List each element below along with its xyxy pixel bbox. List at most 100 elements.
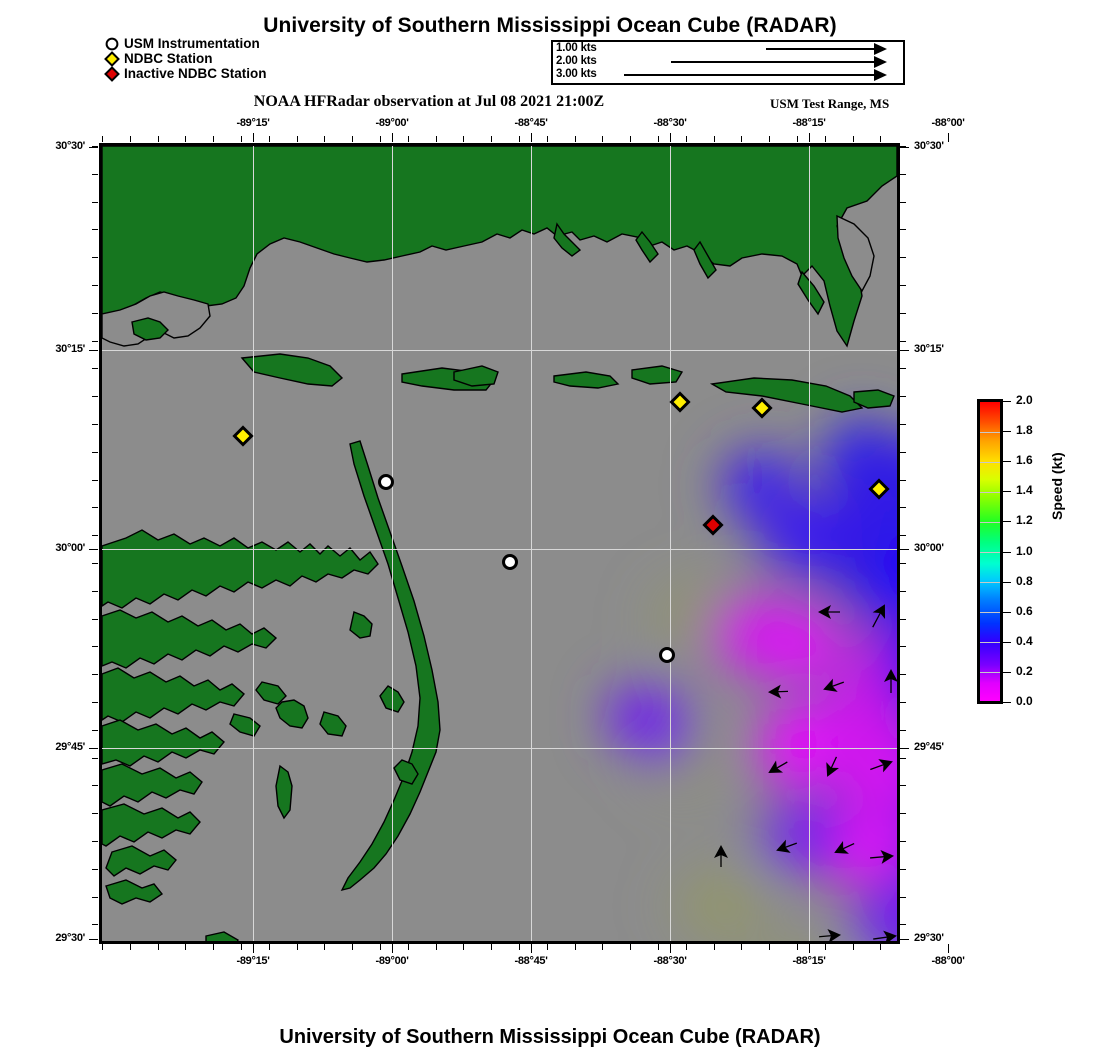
axis-tick-y [900, 312, 906, 314]
axis-tick-y [900, 646, 906, 648]
current-vector [884, 669, 897, 693]
axis-tick-y [900, 841, 906, 842]
delta-islet-3 [205, 931, 239, 941]
coast-spit-1 [553, 222, 582, 257]
axis-tick-y [92, 229, 98, 231]
inactive-ndbc-station-1[interactable] [702, 514, 724, 536]
usm-instrumentation-3[interactable] [659, 647, 675, 663]
ndbc-station-5[interactable] [868, 478, 890, 500]
colorbar-tick-label: 0.0 [1016, 694, 1033, 708]
axis-tick-y-major [89, 549, 98, 550]
bay-island [131, 317, 169, 341]
colorbar-tick-label: 1.2 [1016, 513, 1033, 528]
barrier-island-dauphin-east [853, 389, 895, 409]
axis-tick-y [92, 674, 98, 676]
axis-tick-x [129, 944, 131, 950]
axis-tick-y [92, 924, 98, 926]
axis-label-x: -89°15' [236, 117, 270, 129]
axis-tick-y [900, 424, 906, 425]
axis-label-x: -88°00' [931, 117, 965, 129]
axis-tick-y [92, 785, 98, 787]
ndbc-station-1[interactable] [232, 425, 254, 447]
axis-tick-x [129, 136, 131, 142]
axis-tick-x [102, 136, 103, 142]
colorbar-tick-label: 0.2 [1016, 663, 1033, 678]
axis-tick-y-major [900, 748, 909, 749]
axis-tick-x [324, 944, 326, 950]
axis-tick-y [92, 340, 98, 342]
axis-tick-x-major [948, 133, 949, 142]
axis-tick-x-major [809, 133, 810, 142]
axis-tick-x-major [531, 944, 532, 953]
delta-marsh-tip [105, 845, 177, 877]
axis-tick-y [900, 896, 906, 898]
axis-tick-y-major [89, 147, 98, 148]
axis-label-y: 30°30' [55, 140, 85, 152]
breton-island-2 [319, 711, 347, 737]
breton-island [275, 699, 309, 729]
axis-tick-x [185, 944, 187, 950]
ndbc-station-2[interactable] [669, 391, 691, 413]
coast-spit-2 [635, 230, 659, 264]
colorbar-tick-label: 0.8 [1016, 573, 1033, 588]
axis-tick-x [407, 944, 409, 950]
axis-label-y: 30°15' [914, 343, 944, 355]
current-vector [714, 845, 728, 867]
axis-label-x: -88°45' [514, 955, 548, 967]
chandeleur-node-1 [349, 611, 373, 639]
circle-marker-icon [104, 36, 120, 52]
overlay-layer [232, 391, 897, 941]
axis-tick-x [102, 944, 103, 950]
usm-instrumentation-2[interactable] [502, 554, 518, 570]
axis-tick-x [380, 944, 381, 950]
axis-tick-x [213, 136, 215, 142]
axis-tick-x [324, 136, 326, 142]
axis-tick-x [463, 136, 465, 142]
usm-instrumentation-1[interactable] [378, 474, 394, 490]
axis-tick-x [658, 136, 659, 142]
axis-label-y: 30°00' [55, 542, 85, 554]
current-vector [826, 756, 839, 777]
colorbar-tick [1003, 461, 1011, 463]
axis-label-y: 29°30' [55, 932, 85, 944]
diamond-marker-icon [104, 65, 120, 82]
current-vector [873, 930, 897, 941]
axis-tick-x-major [670, 944, 671, 953]
axis-tick-x [602, 944, 604, 950]
current-vector [768, 684, 789, 699]
graticule-line-horizontal [102, 748, 897, 749]
axis-tick-x [713, 944, 715, 950]
bay-notch [102, 291, 211, 347]
colorbar-tick [1003, 641, 1011, 643]
axis-tick-y [92, 813, 98, 815]
footer-title: University of Southern Mississippi Ocean… [279, 1026, 821, 1048]
axis-tick-x [713, 136, 715, 142]
axis-tick-y [92, 285, 98, 286]
axis-tick-y [900, 618, 906, 620]
axis-tick-x [797, 136, 798, 142]
delta-marsh-mid2 [102, 667, 245, 723]
ndbc-station-3[interactable] [751, 397, 773, 419]
axis-tick-x [407, 136, 409, 142]
speed-field-layer [594, 396, 897, 941]
radar-map[interactable] [99, 143, 900, 944]
axis-tick-x [463, 944, 465, 950]
axis-tick-x [268, 136, 270, 142]
axis-tick-y-major [900, 549, 909, 550]
colorbar-tick [1003, 611, 1011, 613]
axis-tick-x-major [809, 944, 810, 953]
axis-tick-y [900, 729, 906, 731]
axis-tick-y [92, 841, 98, 842]
axis-tick-y [92, 146, 98, 147]
axis-tick-x-major [253, 944, 254, 953]
axis-tick-x-major [948, 944, 949, 953]
axis-tick-y [92, 312, 98, 314]
axis-tick-y [900, 285, 906, 286]
axis-tick-y-major [900, 147, 909, 148]
graticule-line-vertical [531, 146, 532, 941]
axis-tick-x [213, 944, 215, 950]
axis-tick-x [602, 136, 604, 142]
axis-tick-y-major [900, 350, 909, 351]
barrier-island-cat [240, 353, 344, 387]
colorbar-tick-label: 1.6 [1016, 453, 1033, 468]
